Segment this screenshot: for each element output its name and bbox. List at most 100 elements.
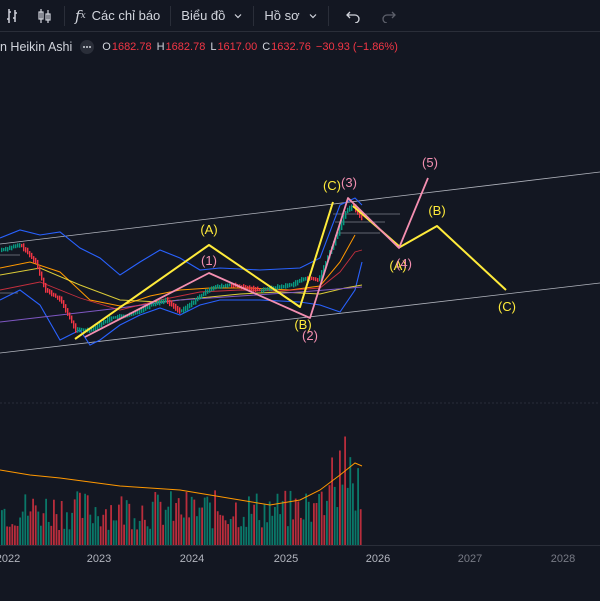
candle: [65, 304, 67, 313]
volume-bar: [144, 519, 146, 545]
volume-bar: [242, 516, 245, 545]
bar-chart-icon[interactable]: [0, 0, 30, 32]
wave-label-yellow-b: (B): [294, 317, 311, 332]
candle: [5, 246, 7, 252]
candle: [29, 251, 31, 258]
more-icon[interactable]: [80, 40, 95, 54]
candle: [187, 303, 189, 311]
candle: [67, 308, 69, 316]
volume-bar: [40, 525, 42, 545]
candle: [351, 204, 353, 211]
volume-bar: [71, 512, 73, 545]
volume-bar: [84, 493, 86, 545]
yellow-wave-abc-projection[interactable]: [352, 205, 507, 291]
volume-bar: [214, 490, 216, 545]
volume-bar: [323, 515, 326, 545]
volume-bar: [349, 457, 352, 545]
candle: [303, 277, 305, 282]
volume-bar: [60, 501, 63, 545]
candle: [9, 245, 11, 251]
candle: [157, 300, 159, 306]
candle: [133, 311, 135, 316]
candle: [185, 305, 187, 312]
candle: [219, 284, 221, 289]
volume-bar: [326, 500, 328, 545]
candle: [91, 328, 93, 332]
candle: [321, 270, 323, 280]
low-value: 1617.00: [217, 41, 258, 53]
volume-bar: [276, 493, 279, 545]
volume-bar: [346, 487, 349, 545]
candle: [211, 286, 213, 292]
volume-bar: [240, 526, 242, 545]
volume-bar: [94, 507, 97, 545]
yellow-wave-abc-past[interactable]: [74, 201, 334, 340]
toolbar-divider: [253, 5, 255, 26]
candle: [75, 323, 77, 333]
candle: [221, 283, 223, 289]
candle: [131, 313, 133, 317]
wave-label-yellow-a-projected: (A): [389, 258, 406, 273]
candle: [167, 297, 169, 304]
volume-bar: [128, 503, 131, 545]
candles-icon[interactable]: [30, 0, 60, 32]
volume-bar: [1, 510, 3, 545]
volume-bar: [138, 520, 141, 545]
volume-bar: [219, 514, 222, 545]
channel-upper-line[interactable]: [0, 171, 600, 245]
candle: [247, 285, 249, 290]
candle: [277, 284, 279, 290]
candle: [21, 243, 23, 248]
candle: [35, 257, 37, 264]
toolbar-divider: [64, 5, 65, 26]
x-axis-label-2023: 2023: [86, 553, 112, 565]
volume-bar: [37, 511, 40, 545]
candle: [111, 316, 113, 322]
profile-menu-button[interactable]: Hồ sơ: [258, 0, 323, 32]
pink-wave-impulse[interactable]: [84, 177, 429, 338]
candle: [287, 283, 289, 288]
candle: [325, 260, 327, 270]
candle: [259, 288, 261, 292]
x-axis-label-2027: 2027: [457, 553, 483, 565]
volume-bar: [120, 496, 123, 545]
volume-bar: [245, 526, 248, 545]
volume-bar: [86, 495, 89, 545]
candle: [197, 296, 199, 302]
candle: [243, 284, 245, 289]
redo-icon[interactable]: [373, 0, 405, 32]
candle: [19, 243, 21, 248]
volume-bar: [102, 514, 105, 545]
candle: [101, 322, 103, 328]
time-axis[interactable]: 2022 2023 2024 2025 2026 2027 2028: [0, 545, 600, 601]
candle: [139, 309, 141, 315]
volume-bar: [175, 503, 177, 545]
channel-lower-line[interactable]: [0, 282, 600, 354]
candle: [23, 243, 25, 252]
chart-menu-button[interactable]: Biểu đồ: [175, 0, 249, 32]
candle: [193, 300, 195, 305]
volume-bar: [305, 493, 307, 545]
volume-bar: [34, 505, 37, 545]
x-axis-label-2026: 2026: [365, 553, 391, 565]
candle: [311, 276, 313, 281]
candle: [107, 317, 109, 324]
candle: [233, 283, 235, 288]
volume-bar: [344, 436, 346, 545]
volume-bar: [216, 511, 219, 545]
candle: [71, 315, 73, 324]
indicators-label: Các chỉ báo: [91, 8, 161, 23]
symbol-title[interactable]: n Heikin Ashi: [0, 40, 73, 54]
candle: [227, 283, 229, 288]
candle: [153, 302, 155, 307]
volume-bar: [201, 507, 203, 545]
price-chart[interactable]: (A) (B) (C) (A) (B) (C) (1) (2) (3) (4) …: [0, 60, 600, 545]
candle: [95, 325, 97, 332]
candle: [181, 309, 183, 313]
volume-bar: [188, 517, 190, 545]
undo-icon[interactable]: [333, 0, 373, 32]
volume-bar: [97, 516, 99, 545]
volume-bar: [66, 512, 68, 545]
volume-bar: [131, 529, 133, 545]
